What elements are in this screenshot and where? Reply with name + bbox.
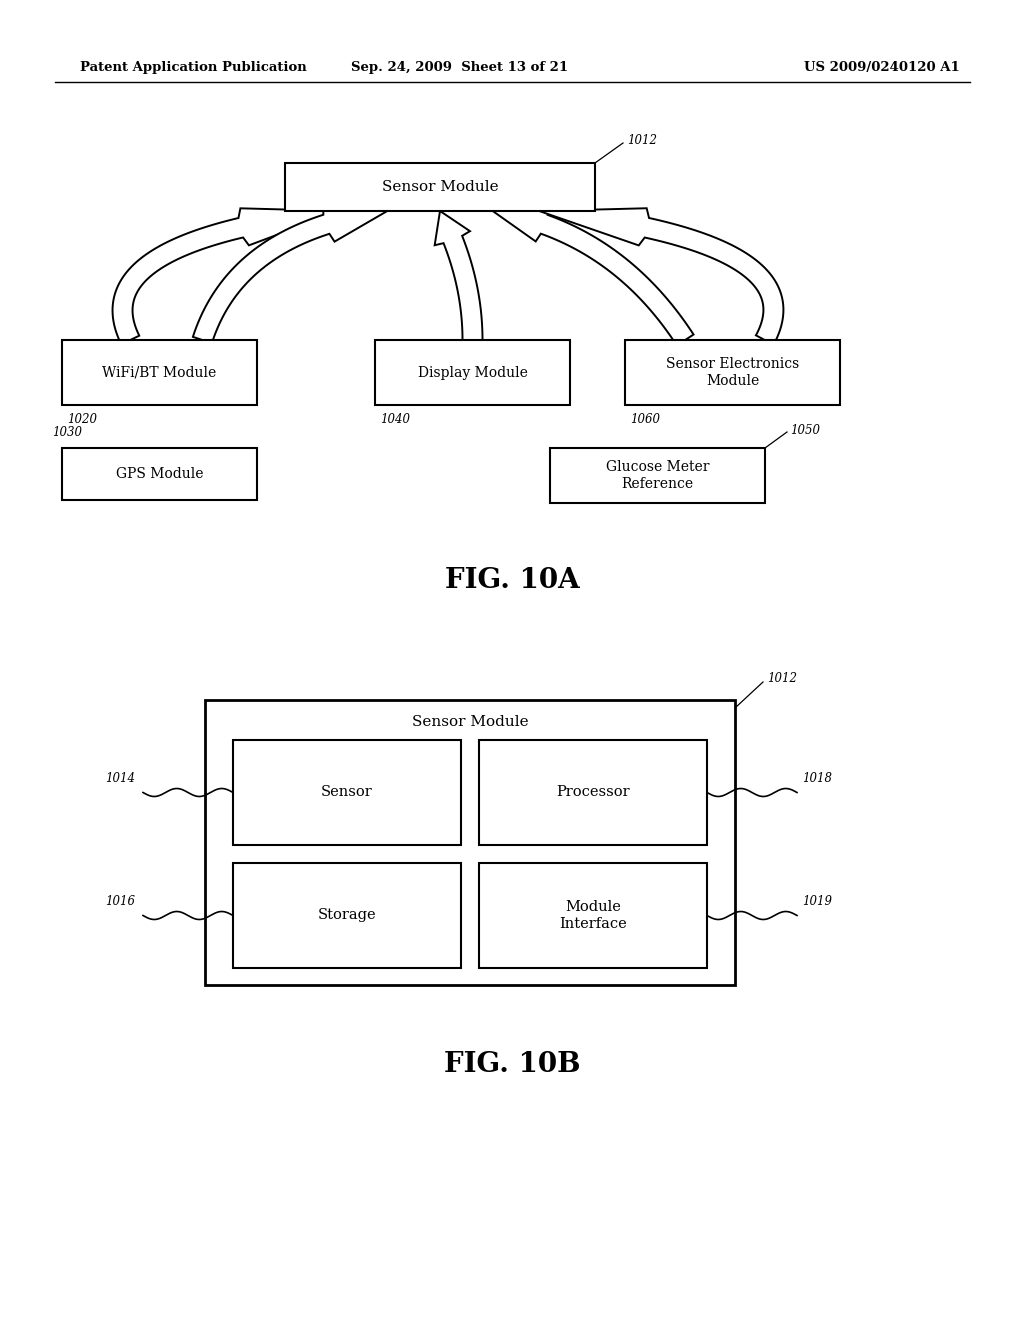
Polygon shape — [193, 206, 387, 343]
Text: Glucose Meter
Reference: Glucose Meter Reference — [606, 461, 710, 491]
Bar — [233, 741, 461, 845]
Text: GPS Module: GPS Module — [116, 467, 203, 480]
Text: Storage: Storage — [317, 908, 376, 923]
Text: Patent Application Publication: Patent Application Publication — [80, 62, 307, 74]
Polygon shape — [540, 209, 783, 345]
Text: 1018: 1018 — [802, 772, 831, 785]
Text: WiFi/BT Module: WiFi/BT Module — [102, 366, 217, 380]
Text: 1050: 1050 — [790, 424, 820, 437]
Bar — [205, 700, 735, 985]
Bar — [375, 341, 570, 405]
Text: 1019: 1019 — [802, 895, 831, 908]
Bar — [233, 863, 461, 968]
Bar — [550, 447, 765, 503]
Text: Sep. 24, 2009  Sheet 13 of 21: Sep. 24, 2009 Sheet 13 of 21 — [351, 62, 568, 74]
Text: 1040: 1040 — [380, 413, 410, 426]
Text: FIG. 10B: FIG. 10B — [443, 1052, 581, 1078]
Text: US 2009/0240120 A1: US 2009/0240120 A1 — [804, 62, 961, 74]
Bar — [479, 863, 707, 968]
Polygon shape — [113, 209, 341, 345]
Text: 1016: 1016 — [105, 895, 135, 908]
Text: Sensor: Sensor — [322, 785, 373, 800]
Text: 1060: 1060 — [630, 413, 660, 426]
Text: Sensor Electronics
Module: Sensor Electronics Module — [666, 358, 799, 388]
Text: Processor: Processor — [556, 785, 630, 800]
Text: FIG. 10A: FIG. 10A — [444, 566, 580, 594]
Bar — [625, 341, 840, 405]
Text: 1012: 1012 — [627, 135, 657, 148]
Text: Sensor Module: Sensor Module — [412, 715, 528, 729]
Text: 1014: 1014 — [105, 772, 135, 785]
Text: 1020: 1020 — [67, 413, 97, 426]
Text: 1030: 1030 — [52, 426, 82, 440]
Bar — [285, 162, 595, 211]
Bar — [62, 447, 257, 500]
Bar — [479, 741, 707, 845]
Polygon shape — [434, 211, 482, 341]
Bar — [62, 341, 257, 405]
Text: Module
Interface: Module Interface — [559, 900, 627, 931]
Text: 1012: 1012 — [767, 672, 797, 685]
Text: Sensor Module: Sensor Module — [382, 180, 499, 194]
Text: Display Module: Display Module — [418, 366, 527, 380]
Polygon shape — [493, 206, 693, 346]
